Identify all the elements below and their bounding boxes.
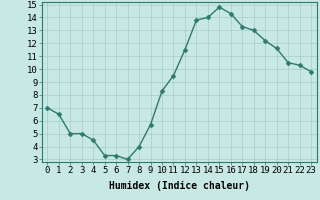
- X-axis label: Humidex (Indice chaleur): Humidex (Indice chaleur): [109, 181, 250, 191]
